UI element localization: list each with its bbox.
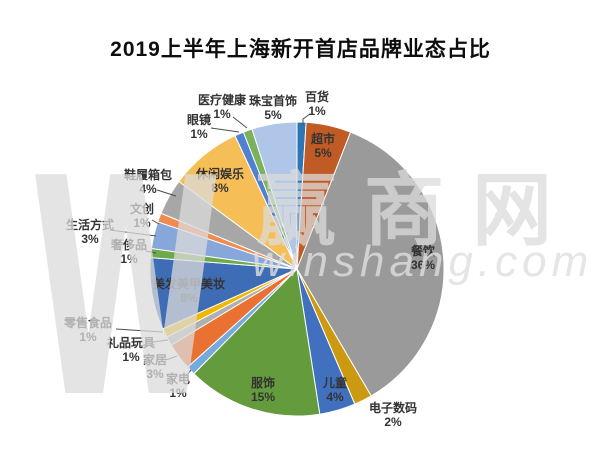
pie-slice-5	[193, 267, 321, 417]
slice-label-15: 休闲娱乐 8%	[195, 166, 244, 195]
slice-label-3: 电子数码 2%	[369, 400, 417, 429]
pie-slice-18	[251, 121, 298, 270]
leader-line-6	[185, 369, 192, 377]
slice-label-0: 百货 1%	[305, 89, 329, 118]
slice-label-5: 服饰 15%	[251, 375, 275, 404]
leader-line-17	[232, 116, 248, 129]
slice-label-4: 儿童 4%	[322, 375, 347, 404]
slice-label-13: 文创 1%	[130, 201, 154, 230]
slice-label-1: 超市 5%	[310, 131, 335, 160]
leader-lines-group	[109, 113, 311, 377]
slice-label-12: 生活方式 3%	[66, 217, 114, 246]
chart-title: 2019上半年上海新开首店品牌业态占比	[110, 38, 491, 61]
leader-line-9	[115, 328, 164, 333]
leader-line-11	[145, 250, 157, 254]
slice-label-7: 家居 3%	[143, 352, 167, 381]
watermark: W 赢商网 winshang.com	[30, 114, 593, 460]
slice-label-6: 家电 1%	[166, 371, 190, 400]
watermark-site-text: winshang.com	[252, 237, 593, 286]
slice-label-10: 美发美甲美妆 8%	[153, 276, 225, 305]
leader-line-8	[152, 339, 169, 343]
slice-label-17: 医疗健康 1%	[198, 92, 247, 121]
slice-label-14: 鞋履箱包 4%	[124, 167, 172, 196]
slice-label-16: 眼镜 1%	[187, 112, 211, 141]
slice-label-11: 奢侈品 1%	[110, 237, 147, 266]
watermark-w-mark: W	[30, 114, 222, 460]
leader-line-7	[165, 355, 178, 361]
watermark-brand-text: 赢商网	[256, 166, 580, 255]
slice-label-2: 餐饮 36%	[411, 243, 436, 272]
pie-slices-group	[149, 121, 445, 417]
pie-slice-2	[296, 131, 445, 397]
slice-label-8: 礼品玩具 1%	[107, 335, 155, 364]
leader-line-14	[156, 189, 177, 197]
leader-line-0	[302, 113, 311, 125]
slice-label-18: 珠宝首饰 5%	[249, 93, 297, 122]
leader-line-12	[109, 229, 157, 237]
leader-line-13	[151, 219, 160, 225]
slice-label-9: 零售食品 1%	[63, 315, 112, 344]
leader-line-16	[210, 127, 240, 133]
slice-labels-group: 百货 1% 超市 5% 餐饮 36% 电子数码 2% 儿童 4% 服饰 15% 家电 1%家居 3%礼品玩具…	[63, 89, 436, 429]
